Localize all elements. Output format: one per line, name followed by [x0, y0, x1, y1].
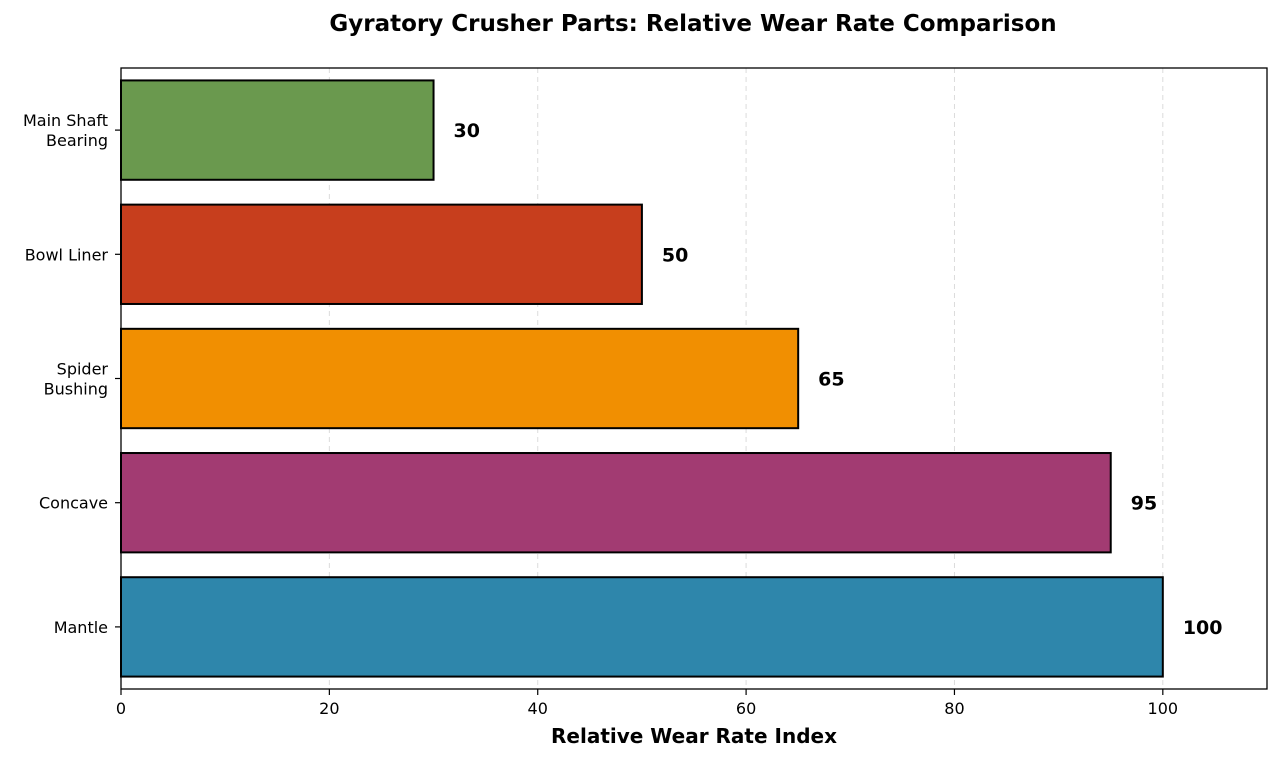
x-tick-label-0: 0 [116, 699, 126, 718]
category-label-2-0: Spider [57, 360, 109, 379]
category-label-3-0: Bowl Liner [25, 245, 109, 264]
value-label-0: 100 [1183, 617, 1223, 639]
x-tick-label-5: 100 [1148, 699, 1179, 718]
x-tick-label-1: 20 [319, 699, 339, 718]
x-axis-label: Relative Wear Rate Index [551, 724, 837, 748]
category-label-4-0: Main Shaft [23, 111, 108, 130]
bar-1 [120, 452, 1112, 554]
value-label-4: 30 [454, 120, 480, 142]
bars: 100 95 65 50 30 [120, 79, 1223, 678]
bar-0 [120, 576, 1164, 678]
bar-3 [120, 203, 643, 305]
x-tick-label-2: 40 [528, 699, 548, 718]
category-label-2-1: Bushing [44, 380, 108, 399]
category-label-0-0: Mantle [54, 618, 108, 637]
value-label-2: 65 [818, 369, 844, 391]
value-label-3: 50 [662, 244, 688, 266]
chart-title: Gyratory Crusher Parts: Relative Wear Ra… [329, 11, 1056, 37]
bar-2 [120, 327, 800, 430]
category-label-4-1: Bearing [46, 131, 108, 150]
x-axis-ticks: 0 20 40 60 80 100 [116, 689, 1178, 718]
value-label-1: 95 [1131, 493, 1157, 515]
bar-4 [120, 79, 435, 181]
category-label-1-0: Concave [39, 494, 108, 513]
x-tick-label-3: 60 [736, 699, 756, 718]
x-tick-label-4: 80 [944, 699, 964, 718]
